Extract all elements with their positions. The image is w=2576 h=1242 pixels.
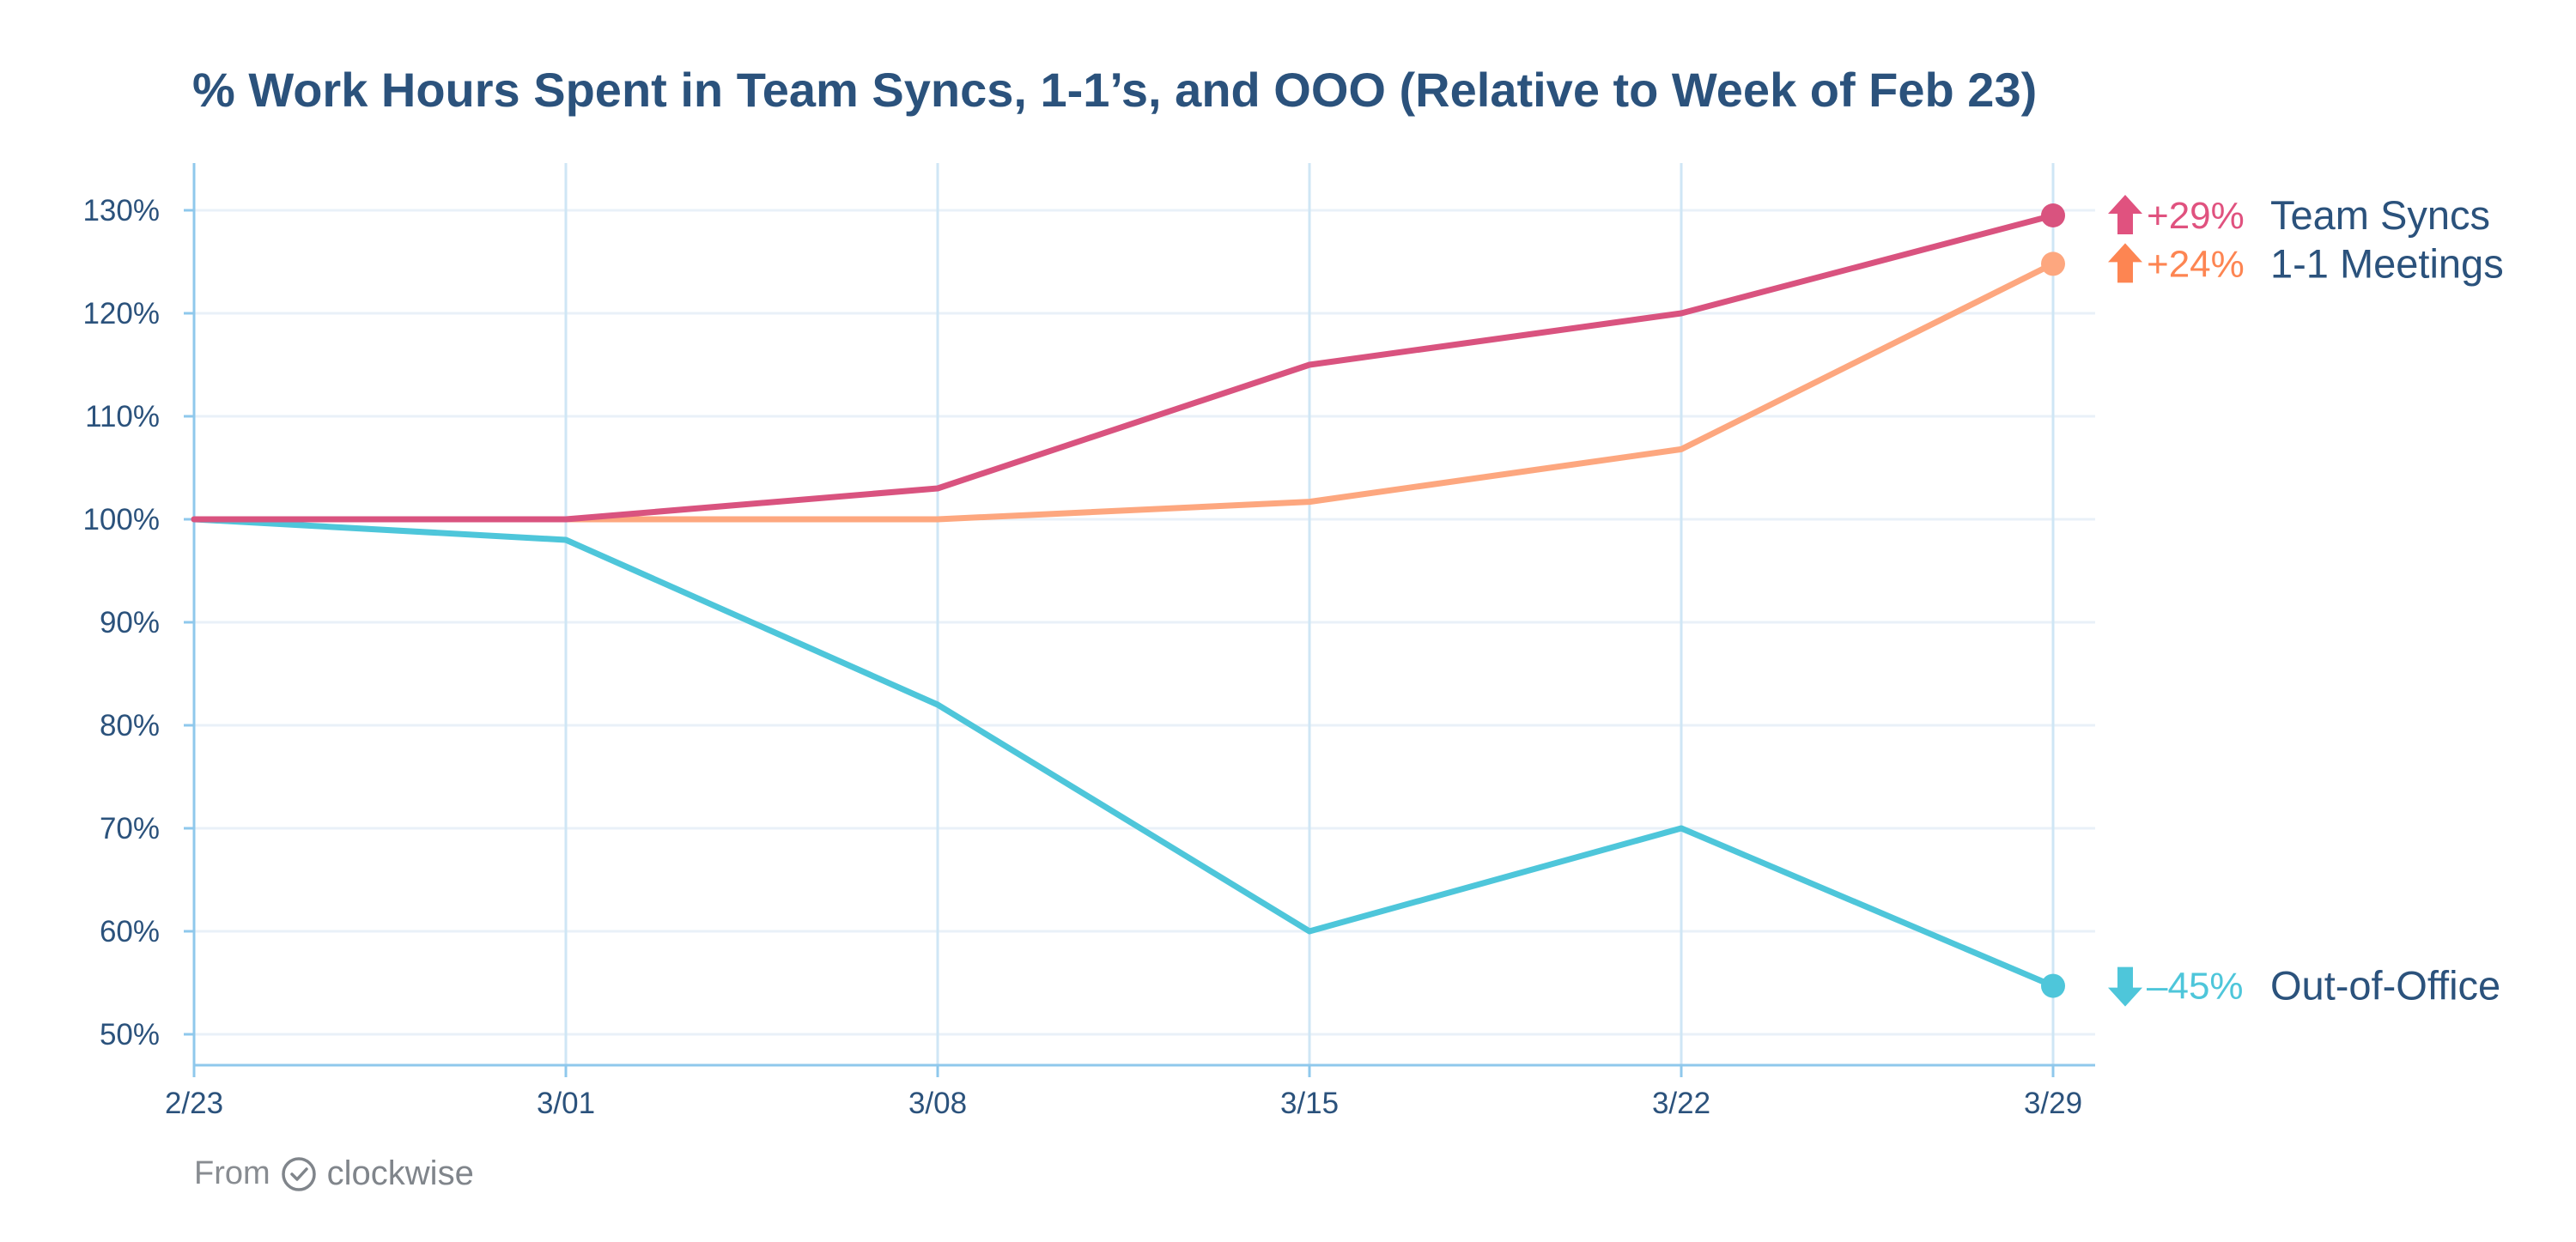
x-tick-label-3/22: 3/22 (1652, 1087, 1710, 1120)
series-line-ooo (191, 516, 2057, 990)
horizontal-gridlines (194, 209, 2095, 1036)
x-tick-label-3/01: 3/01 (537, 1087, 595, 1120)
legend-change-team: +29% (2147, 195, 2245, 237)
series-endpoint-team (2041, 203, 2065, 227)
arrow-up-icon-team (2108, 195, 2142, 234)
y-tick-label-80: 80% (100, 709, 160, 742)
legend-item-ooo: –45% Out-of-Office (2108, 963, 2500, 1009)
x-axis-ticks: 2/23 3/01 3/08 3/15 3/22 3/29 (165, 1065, 2082, 1120)
y-tick-label-130: 130% (82, 194, 160, 227)
y-tick-label-90: 90% (100, 606, 160, 639)
x-tick-label-3/08: 3/08 (908, 1087, 967, 1120)
legend-item-team: +29% Team Syncs (2108, 192, 2490, 238)
legend-change-ooo: –45% (2147, 966, 2244, 1008)
clockwise-brand: clockwise (326, 1154, 474, 1192)
source-from-label: From (194, 1155, 270, 1191)
chart-title: % Work Hours Spent in Team Syncs, 1-1’s,… (192, 63, 2038, 117)
series-lines (191, 212, 2057, 990)
legend-change-oneone: +24% (2147, 243, 2245, 285)
x-tick-label-2/23: 2/23 (165, 1087, 223, 1120)
series-endpoint-oneone (2041, 251, 2065, 276)
arrow-down-icon-ooo (2108, 966, 2142, 1007)
y-tick-label-70: 70% (100, 812, 160, 845)
series-endpoint-ooo (2041, 973, 2065, 998)
x-tick-label-3/15: 3/15 (1280, 1087, 1339, 1120)
legend-name-oneone: 1-1 Meetings (2270, 240, 2504, 286)
legend-name-team: Team Syncs (2270, 192, 2490, 238)
y-tick-label-100: 100% (82, 503, 160, 536)
axes (192, 163, 2095, 1067)
y-axis-ticks: 50% 60% 70% 80% 90% 100% 110% 120% 130% (82, 194, 194, 1051)
series-line-team (191, 212, 2057, 523)
y-tick-label-60: 60% (100, 915, 160, 948)
legend-item-oneone: +24% 1-1 Meetings (2108, 240, 2504, 286)
source-credit: From clockwise (194, 1154, 474, 1193)
legend-name-ooo: Out-of-Office (2270, 963, 2500, 1009)
series-line-oneone (191, 260, 2057, 523)
x-tick-label-3/29: 3/29 (2024, 1087, 2082, 1120)
series-endpoints (2041, 203, 2065, 998)
y-tick-label-50: 50% (100, 1018, 160, 1051)
clockwise-check-icon (281, 1156, 316, 1191)
y-tick-label-120: 120% (82, 297, 160, 330)
legend: +29% Team Syncs +24% 1-1 Meetings –45% Out-of… (2108, 192, 2504, 1009)
y-tick-label-110: 110% (85, 400, 160, 433)
arrow-up-icon-oneone (2108, 243, 2142, 283)
vertical-gridlines (564, 163, 2055, 1065)
